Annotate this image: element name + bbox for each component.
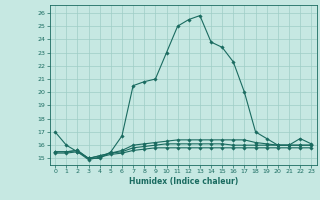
X-axis label: Humidex (Indice chaleur): Humidex (Indice chaleur) [129, 177, 238, 186]
